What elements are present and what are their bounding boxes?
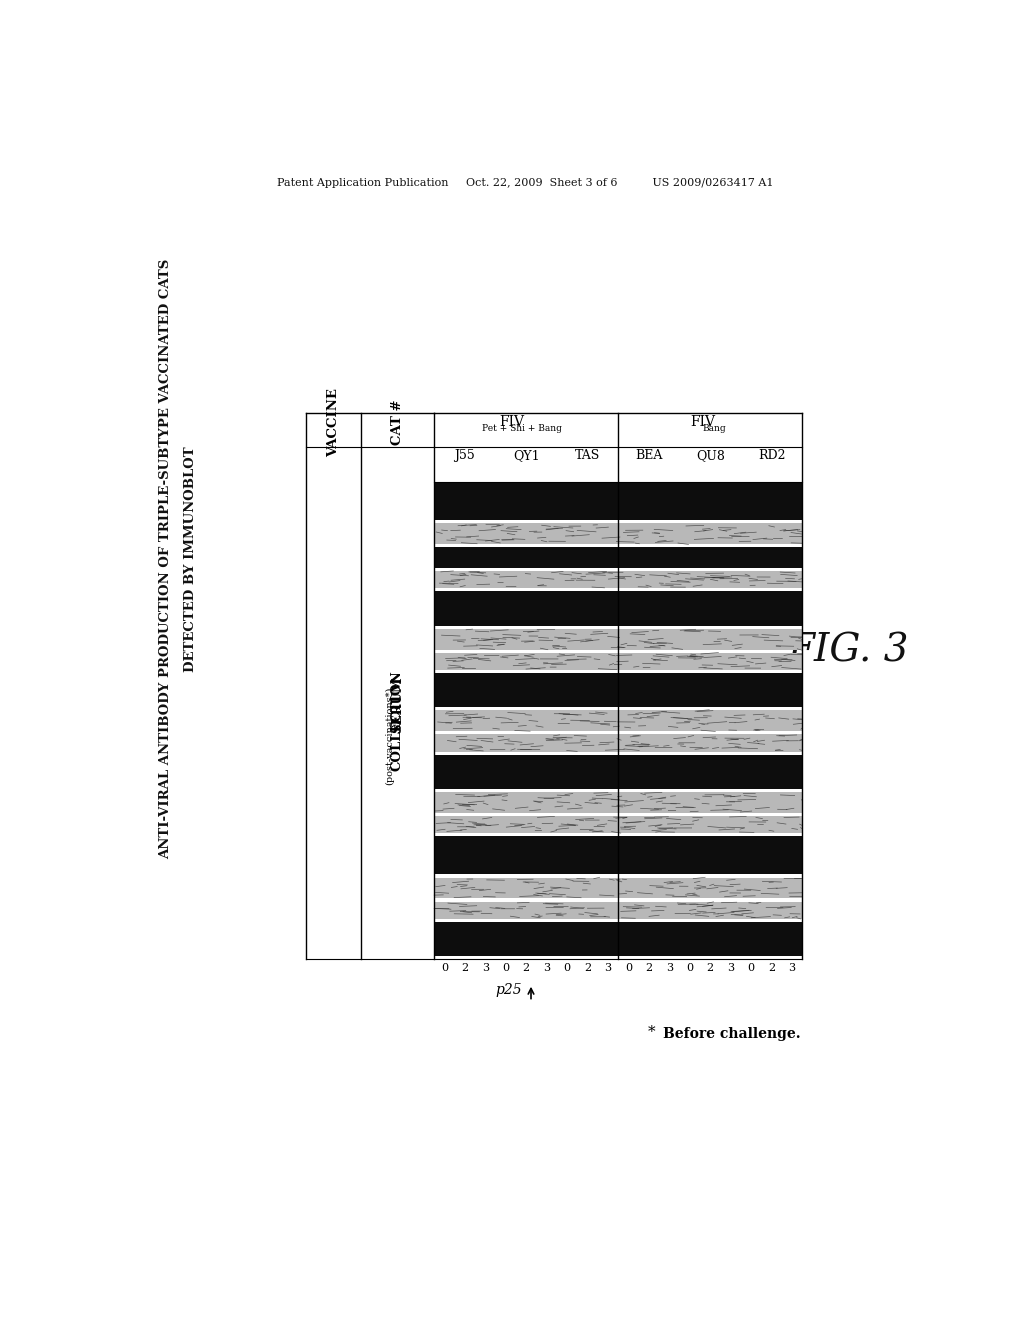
Bar [434,734,802,751]
Text: 2: 2 [522,964,529,973]
Text: VACCINE: VACCINE [327,388,340,457]
Bar [434,482,802,520]
Text: CAT #: CAT # [391,400,403,445]
Text: Pet + Shi + Bang: Pet + Shi + Bang [482,424,562,433]
Text: 2: 2 [768,964,775,973]
Text: TAS: TAS [574,449,600,462]
Bar [434,902,802,919]
Text: 0: 0 [625,964,632,973]
Text: SERUM: SERUM [391,677,403,734]
Text: 0: 0 [748,964,755,973]
Bar [434,572,802,589]
Text: (post-vaccinations*): (post-vaccinations*) [385,686,394,785]
Text: QU8: QU8 [695,449,725,462]
Bar [434,878,802,899]
Text: 2: 2 [461,964,468,973]
Text: p25: p25 [495,983,521,997]
Text: ANTI-VIRAL ANTIBODY PRODUCTION OF TRIPLE-SUBTYPE VACCINATED CATS: ANTI-VIRAL ANTIBODY PRODUCTION OF TRIPLE… [159,259,172,859]
Bar [434,837,802,874]
Bar [434,710,802,731]
Bar [434,523,802,544]
Text: QY1: QY1 [513,449,540,462]
Bar [434,546,802,568]
Text: FIV: FIV [690,414,715,429]
Text: 3: 3 [604,964,611,973]
Text: J55: J55 [455,449,475,462]
Text: COLLECTION: COLLECTION [391,671,403,771]
Text: RD2: RD2 [758,449,785,462]
Text: 0: 0 [502,964,509,973]
Text: BEA: BEA [635,449,663,462]
Text: 0: 0 [563,964,570,973]
Text: Patent Application Publication     Oct. 22, 2009  Sheet 3 of 6          US 2009/: Patent Application Publication Oct. 22, … [276,178,773,187]
Text: 0: 0 [686,964,693,973]
Text: Before challenge.: Before challenge. [663,1027,801,1041]
Text: FIG. 3: FIG. 3 [788,632,909,669]
Text: DETECTED BY IMMUNOBLOT: DETECTED BY IMMUNOBLOT [183,446,197,672]
Text: FIV: FIV [500,414,524,429]
Bar [434,792,802,813]
Bar [434,755,802,789]
Text: 2: 2 [645,964,652,973]
Bar [434,591,802,626]
Bar [434,921,802,956]
Text: 2: 2 [584,964,591,973]
Text: 3: 3 [727,964,734,973]
Bar [434,816,802,833]
Text: 0: 0 [440,964,447,973]
Text: 3: 3 [788,964,796,973]
Text: 2: 2 [707,964,714,973]
Text: 3: 3 [481,964,488,973]
Text: *: * [647,1024,655,1039]
Text: Bang: Bang [702,424,726,433]
Text: 3: 3 [543,964,550,973]
Bar [434,653,802,671]
Text: 3: 3 [666,964,673,973]
Bar [434,673,802,708]
Bar [434,628,802,649]
